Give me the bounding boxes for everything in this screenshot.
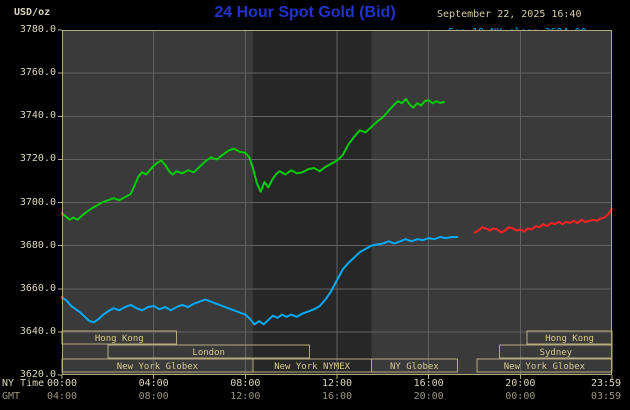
series-line-sep21 bbox=[473, 208, 613, 234]
x-tick-label-gmt: 20:00 bbox=[413, 391, 444, 402]
x-tick-label-ny: 16:00 bbox=[413, 378, 444, 389]
chart-datetime: September 22, 2025 16:40 bbox=[437, 9, 582, 20]
session-label: NY Globex bbox=[390, 362, 439, 372]
session-label: New York Globex bbox=[504, 362, 586, 372]
series-line-sep19 bbox=[61, 236, 459, 326]
x-tick-label-ny: 23:59 bbox=[590, 378, 622, 389]
y-tick-label: 3620.0 bbox=[19, 369, 56, 380]
chart-title: 24 Hour Spot Gold (Bid) bbox=[214, 4, 396, 21]
y-tick-label: 3680.0 bbox=[19, 239, 56, 251]
x-tick-label-gmt: 12:00 bbox=[230, 391, 261, 402]
plot-frame bbox=[62, 30, 612, 375]
y-tick-label: 3740.0 bbox=[19, 110, 56, 122]
session-label: Sydney bbox=[540, 348, 573, 358]
x-tick-label-ny: 20:00 bbox=[505, 378, 536, 389]
x-tick-label-gmt: 16:00 bbox=[321, 391, 353, 402]
x-axis-primary-label: NY Time bbox=[2, 378, 45, 389]
session-label: London bbox=[192, 348, 225, 358]
session-box bbox=[107, 344, 311, 359]
session-box bbox=[370, 358, 458, 373]
y-tick-label: 3720.0 bbox=[19, 153, 56, 165]
session-label: Hong Kong bbox=[545, 334, 594, 344]
x-tick-label-ny: 08:00 bbox=[230, 378, 261, 389]
session-label: Hong Kong bbox=[95, 334, 144, 344]
x-tick-label-gmt: 04:00 bbox=[46, 391, 78, 402]
x-tick-label-ny: 00:00 bbox=[46, 378, 78, 389]
x-axis-secondary-label: GMT bbox=[2, 391, 21, 402]
y-tick-label: 3780.0 bbox=[19, 24, 56, 35]
x-tick-label-gmt: 08:00 bbox=[138, 391, 169, 402]
y-tick-label: 3640.0 bbox=[19, 325, 56, 337]
session-label: New York Globex bbox=[117, 362, 199, 372]
x-tick-label-gmt: 03:59 bbox=[590, 391, 622, 402]
y-tick-label: 3660.0 bbox=[19, 282, 56, 294]
y-tick-label: 3700.0 bbox=[19, 196, 56, 208]
series-line-sep22 bbox=[61, 98, 445, 221]
x-tick-label-ny: 12:00 bbox=[321, 378, 353, 389]
session-label: New York NYMEX bbox=[274, 362, 350, 372]
y-tick-label: 3760.0 bbox=[19, 67, 56, 79]
x-tick-label-ny: 04:00 bbox=[138, 378, 169, 389]
unit-label: USD/oz bbox=[14, 7, 51, 18]
x-tick-label-gmt: 00:00 bbox=[505, 391, 536, 402]
